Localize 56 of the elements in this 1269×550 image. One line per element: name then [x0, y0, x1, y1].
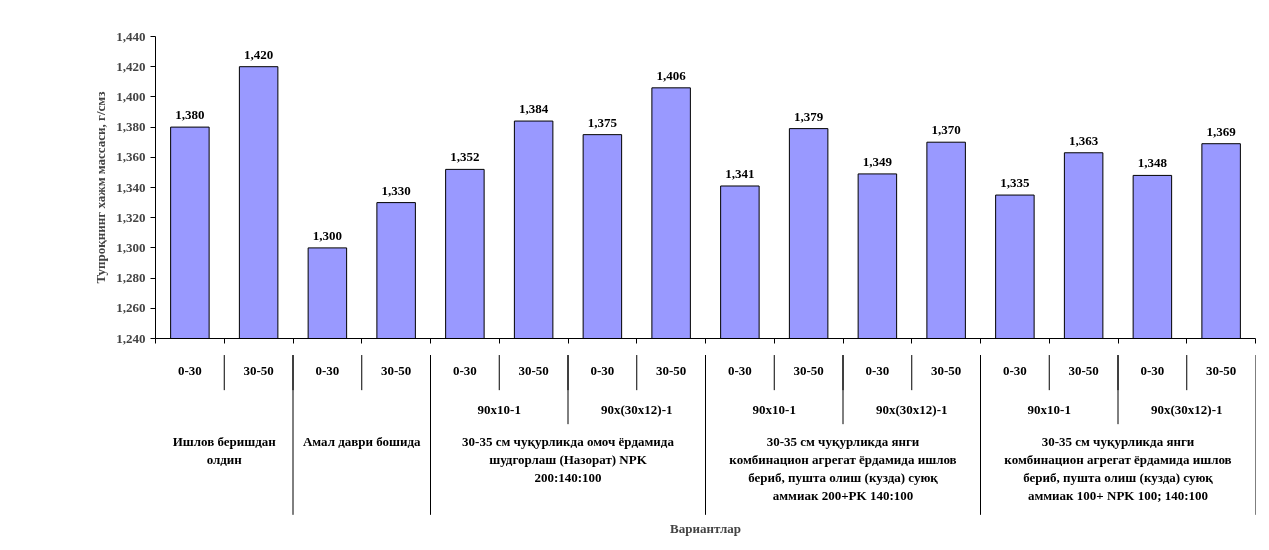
- y-tick-label: 1,260: [116, 300, 146, 316]
- data-label: 1,300: [312, 227, 342, 243]
- x-tick-label: 0-30: [727, 362, 752, 378]
- text: Вариантлар: [670, 520, 741, 536]
- text: 90x(30x12)-1: [601, 401, 673, 417]
- x-tick-label: 30-50: [380, 362, 412, 378]
- x-tick-label: 0-30: [865, 362, 890, 378]
- text: 90x10-1: [752, 401, 796, 417]
- x-tick-label: 30-50: [655, 362, 687, 378]
- x-tick-label: 30-50: [930, 362, 962, 378]
- x-tick-label: 0-30: [1002, 362, 1027, 378]
- y-tick-label: 1,420: [116, 58, 146, 74]
- y-tick-label: 1,300: [116, 239, 146, 255]
- data-label: 1,352: [450, 149, 480, 165]
- data-label: 1,348: [1137, 155, 1168, 171]
- text: 90x10-1: [477, 401, 521, 417]
- x-tick-label: 30-50: [793, 362, 824, 378]
- x-tick-label: 30-50: [243, 362, 274, 378]
- y-axis-title: Тупроқнинг хажм массаси, г/смз: [93, 91, 109, 284]
- x-tick-label: 0-30: [177, 362, 202, 378]
- data-label: 1,379: [794, 108, 824, 124]
- x-tick-label: 0-30: [590, 362, 615, 378]
- text: 90x(30x12)-1: [876, 401, 948, 417]
- data-label: 1,420: [244, 46, 274, 62]
- y-tick-label: 1,400: [116, 88, 146, 104]
- text: Амал даври бошида: [302, 433, 422, 449]
- y-tick-label: 1,280: [116, 270, 146, 286]
- data-label: 1,375: [587, 114, 618, 130]
- x-tick-label: 0-30: [452, 362, 477, 378]
- y-tick-label: 1,380: [116, 119, 146, 135]
- data-label: 1,370: [931, 122, 961, 138]
- x-tick-label: 30-50: [1205, 362, 1237, 378]
- x-tick-label: 30-50: [1068, 362, 1099, 378]
- y-tick-label: 1,320: [116, 209, 146, 225]
- text: 30-35 см чуқурликда янги комбинацион агрегат ёрдамида ишлов бериб, пушта олиш (кузда) суюқ аммиак 200+PK 140:100: [729, 433, 957, 504]
- data-label: 1,384: [519, 101, 549, 117]
- y-tick-label: 1,340: [116, 179, 146, 195]
- data-label: 1,330: [381, 182, 411, 198]
- data-label: 1,369: [1206, 123, 1237, 139]
- x-tick-label: 0-30: [315, 362, 340, 378]
- text: 30-35 см чуқурликда янги комбинацион агрегат ёрдамида ишлов бериб, пушта олиш (кузда) суюқ аммиак 100+ NPK 100; 140:100: [1004, 433, 1232, 504]
- y-tick-label: 1,360: [116, 149, 146, 165]
- x-tick-label: 0-30: [1140, 362, 1165, 378]
- text: 90x(30x12)-1: [1151, 401, 1223, 417]
- y-tick-label: 1,440: [116, 28, 146, 44]
- data-label: 1,363: [1069, 132, 1099, 148]
- text: 30-35 см чуқурликда омоч ёрдамида шудгорлаш (Назорат) NPK 200:140:100: [462, 433, 675, 485]
- text: 90x10-1: [1027, 401, 1071, 417]
- y-tick-label: 1,240: [116, 330, 146, 346]
- data-label: 1,380: [175, 107, 205, 123]
- text: Ишлов беришдан олдин: [172, 433, 277, 467]
- data-label: 1,335: [1000, 175, 1030, 191]
- data-label: 1,349: [862, 153, 893, 169]
- data-label: 1,341: [725, 165, 755, 181]
- data-label: 1,406: [656, 67, 687, 83]
- x-tick-label: 30-50: [518, 362, 549, 378]
